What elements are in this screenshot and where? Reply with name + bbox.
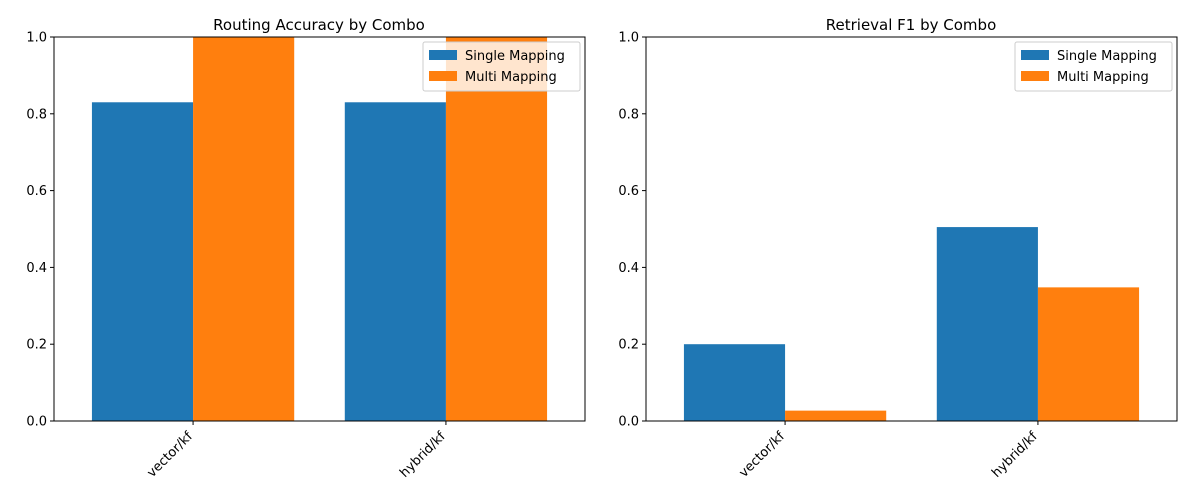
bar-multi-mapping-hybrid-kf (445, 37, 548, 421)
chart-title: Retrieval F1 by Combo (826, 16, 997, 34)
y-tick-label: 0.0 (26, 415, 47, 430)
y-tick-label: 0.6 (618, 184, 639, 199)
axes-frame (53, 36, 586, 422)
y-tick-label: 0.2 (26, 338, 47, 353)
bar-multi-mapping-vector-kf (193, 37, 295, 421)
bars-group (91, 37, 548, 421)
routing-accuracy-chart: Routing Accuracy by Combo 0.00.20.40.60.… (26, 16, 586, 481)
y-axis: 0.0 0.2 0.4 0.6 0.8 1.0 (618, 31, 646, 430)
bar-multi-mapping-vector-kf (785, 410, 887, 421)
y-tick-label: 0.8 (618, 107, 639, 122)
bar-single-mapping-hybrid-kf (344, 102, 446, 421)
y-tick-label: 0.2 (618, 338, 639, 353)
y-tick-label: 0.4 (618, 261, 639, 276)
legend-label-multi-mapping: Multi Mapping (1057, 70, 1149, 85)
y-tick-label: 0.8 (26, 107, 47, 122)
legend-label-single-mapping: Single Mapping (465, 49, 565, 64)
y-tick-label: 0.0 (618, 415, 639, 430)
y-tick-label: 0.4 (26, 261, 47, 276)
legend-swatch-single-mapping (429, 50, 457, 60)
legend: Single Mapping Multi Mapping (422, 41, 581, 92)
y-tick-label: 1.0 (618, 31, 639, 46)
y-axis: 0.0 0.2 0.4 0.6 0.8 1.0 (26, 31, 54, 430)
legend-label-multi-mapping: Multi Mapping (465, 70, 557, 85)
chart-title: Routing Accuracy by Combo (213, 16, 425, 34)
legend-swatch-multi-mapping (1021, 71, 1049, 81)
y-tick-label: 1.0 (26, 31, 47, 46)
legend-swatch-single-mapping (1021, 50, 1049, 60)
bar-single-mapping-hybrid-kf (936, 227, 1038, 421)
axes-frame (645, 36, 1178, 422)
legend-box (422, 41, 581, 92)
bars-group (683, 227, 1140, 421)
bar-single-mapping-vector-kf (91, 102, 194, 421)
bar-single-mapping-vector-kf (683, 344, 786, 421)
legend-box (1014, 41, 1173, 92)
legend-swatch-multi-mapping (429, 71, 457, 81)
legend-label-single-mapping: Single Mapping (1057, 49, 1157, 64)
y-tick-label: 0.6 (26, 184, 47, 199)
bar-multi-mapping-hybrid-kf (1037, 287, 1140, 421)
legend: Single Mapping Multi Mapping (1014, 41, 1173, 92)
